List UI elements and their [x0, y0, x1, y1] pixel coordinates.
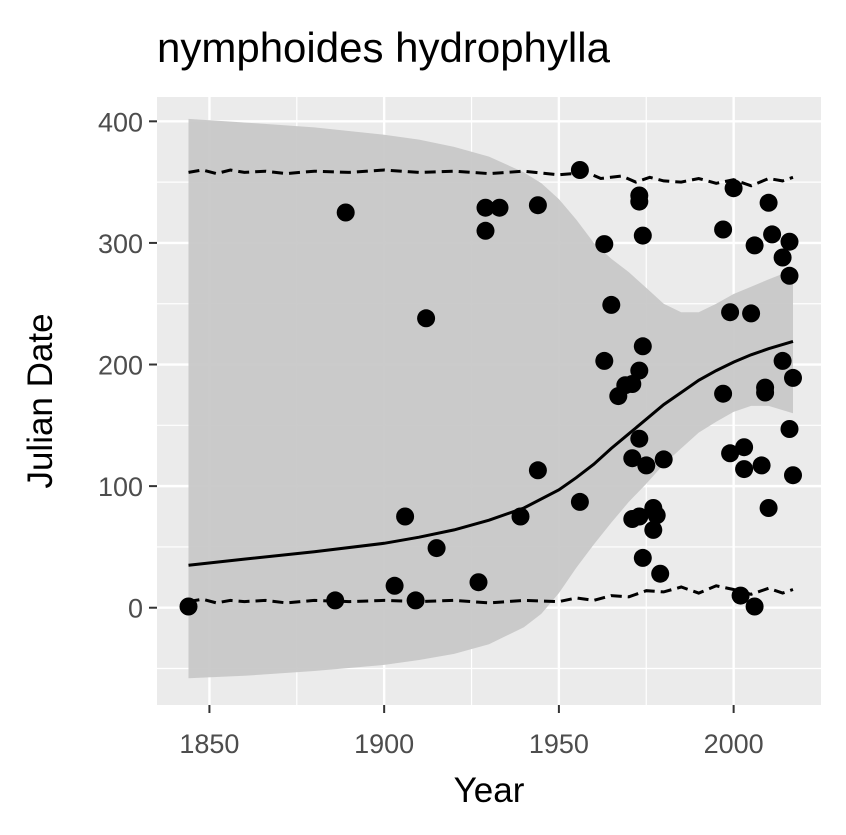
- x-tick-label: 1850: [179, 729, 239, 759]
- data-point: [651, 564, 670, 583]
- data-point: [602, 295, 621, 314]
- data-point: [623, 449, 642, 468]
- data-point: [179, 597, 198, 616]
- data-point: [630, 507, 649, 526]
- data-point: [385, 576, 404, 595]
- confidence-ribbon-layer: [188, 118, 793, 679]
- data-point: [417, 309, 436, 328]
- data-point: [731, 586, 750, 605]
- data-point: [630, 429, 649, 448]
- data-point: [528, 196, 547, 215]
- y-axis-title: Julian Date: [21, 313, 60, 488]
- data-point: [714, 384, 733, 403]
- data-point: [427, 539, 446, 558]
- data-point: [623, 375, 642, 393]
- data-point: [724, 179, 743, 198]
- data-point: [752, 456, 771, 475]
- confidence-ribbon: [188, 118, 793, 679]
- data-point: [647, 506, 666, 525]
- data-point: [490, 198, 509, 217]
- data-point: [759, 499, 778, 517]
- data-point: [633, 337, 652, 356]
- y-tick-label: 300: [98, 229, 143, 259]
- y-tick-label: 0: [128, 594, 143, 624]
- data-point: [773, 248, 792, 267]
- data-point: [511, 507, 530, 526]
- data-point: [326, 591, 345, 610]
- data-point: [595, 235, 614, 254]
- data-point: [784, 466, 802, 485]
- data-point: [756, 383, 775, 402]
- x-tick-label: 2000: [704, 729, 764, 759]
- data-point: [735, 460, 754, 479]
- data-point: [630, 192, 649, 211]
- data-point: [570, 161, 589, 179]
- data-point: [595, 351, 614, 370]
- data-point: [742, 304, 761, 323]
- data-point: [476, 198, 495, 217]
- data-point: [780, 420, 799, 438]
- data-point: [763, 225, 782, 244]
- data-point: [476, 221, 495, 240]
- chart-title: nymphoides hydrophylla: [157, 24, 611, 71]
- lower-dashed-line: [188, 584, 794, 605]
- data-point: [336, 203, 355, 222]
- y-tick-label: 100: [98, 472, 143, 502]
- lines-layer: [188, 168, 794, 605]
- data-point: [745, 597, 764, 616]
- data-point: [721, 444, 740, 463]
- data-point: [784, 368, 802, 387]
- x-axis-title: Year: [454, 771, 525, 810]
- x-tick-label: 1950: [529, 729, 589, 759]
- x-tick-label: 1900: [354, 729, 414, 759]
- y-tick-label: 200: [98, 351, 143, 381]
- data-point: [633, 226, 652, 245]
- data-point: [780, 232, 799, 251]
- data-point: [745, 236, 764, 255]
- data-point: [469, 573, 488, 592]
- y-tick-label: 400: [98, 107, 143, 137]
- upper-dashed-line: [188, 168, 794, 188]
- data-point: [714, 220, 733, 239]
- data-point: [721, 303, 740, 322]
- data-point: [759, 193, 778, 212]
- data-point: [637, 456, 656, 475]
- data-point: [773, 351, 792, 370]
- data-point: [780, 266, 799, 285]
- data-point: [735, 438, 754, 457]
- data-point: [654, 450, 673, 469]
- data-point: [406, 591, 425, 610]
- data-point: [528, 461, 547, 480]
- data-point: [630, 361, 649, 380]
- data-point: [396, 507, 415, 526]
- data-point: [570, 492, 589, 511]
- axes: 1850 1900 1950 2000 0 100 200 300 400: [98, 107, 764, 759]
- fit-line: [188, 339, 794, 567]
- points-layer: [179, 161, 802, 616]
- data-point: [644, 520, 663, 539]
- data-point: [633, 548, 652, 567]
